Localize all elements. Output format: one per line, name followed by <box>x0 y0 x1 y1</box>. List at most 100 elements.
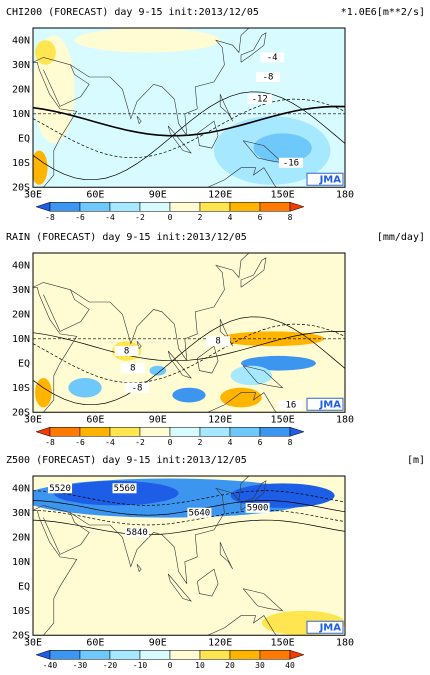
colorbar-label: 6 <box>258 438 263 447</box>
contour <box>33 105 345 137</box>
shade <box>74 28 221 53</box>
lon-label: 60E <box>86 637 104 648</box>
coastline <box>242 588 284 612</box>
colorbar-label: 4 <box>228 438 233 447</box>
logo-box <box>306 397 344 411</box>
panel-units: *1.0E6[m**2/s] <box>341 7 425 18</box>
colorbar-end <box>35 426 51 437</box>
contour-label: 16 <box>285 400 296 410</box>
colorbar-label: 8 <box>288 213 293 222</box>
contour <box>33 490 345 506</box>
colorbar-box <box>169 202 201 212</box>
colorbar-box <box>199 650 231 660</box>
coastline <box>43 289 90 332</box>
colorbar-label: 0 <box>168 438 173 447</box>
contour-label-bg <box>48 483 73 494</box>
lon-label: 60E <box>86 189 104 200</box>
lat-label: EQ <box>18 581 30 592</box>
lon-label: 150E <box>271 189 295 200</box>
colorbar-end <box>289 426 305 437</box>
map: 888-816 <box>33 253 345 413</box>
lon-label: 120E <box>208 189 232 200</box>
colorbar-label: -30 <box>73 661 88 670</box>
lon-label: 180 <box>336 189 354 200</box>
contour-label: 5520 <box>49 484 71 494</box>
colorbar-label: -2 <box>135 438 145 447</box>
lat-label: 20S <box>12 630 30 641</box>
lon-label: 30E <box>24 637 42 648</box>
shade <box>35 40 56 65</box>
contour-label-bg <box>256 72 281 82</box>
lat-label: 10S <box>12 606 30 617</box>
lon-label: 30E <box>24 189 42 200</box>
contour-label-bg <box>278 399 303 410</box>
coastline <box>136 564 142 573</box>
coastline <box>33 28 250 136</box>
contour-label: -4 <box>267 53 278 63</box>
coastline <box>240 32 267 63</box>
colorbar-label: -40 <box>43 661 58 670</box>
lat-label: 10S <box>12 383 30 394</box>
coastline <box>33 476 250 584</box>
lat-label: EQ <box>18 133 30 144</box>
lat-label: 30N <box>12 508 30 519</box>
coastline <box>43 64 90 107</box>
colorbar-label: 40 <box>285 661 295 670</box>
coastline <box>33 287 78 413</box>
coastline <box>207 615 277 636</box>
colorbar-label: 4 <box>228 213 233 222</box>
colorbar-box <box>199 202 231 212</box>
colorbar-label: -10 <box>133 661 148 670</box>
coastline <box>240 480 267 511</box>
coastline <box>207 392 277 413</box>
contour <box>33 509 345 526</box>
shade <box>68 377 102 398</box>
coastline <box>167 125 192 154</box>
map-frame <box>32 27 346 188</box>
lon-label: 150E <box>271 637 295 648</box>
colorbar-end <box>35 649 51 660</box>
lon-label: 90E <box>149 414 167 425</box>
map-frame <box>32 252 346 413</box>
colorbar-label: 8 <box>288 438 293 447</box>
logo: JMA <box>319 622 342 633</box>
colorbar-label: -2 <box>135 213 145 222</box>
colorbar-label: 2 <box>198 438 203 447</box>
contour-label-bg <box>112 483 137 494</box>
logo: JMA <box>319 399 342 410</box>
coastline <box>33 253 250 361</box>
lat-label: 40N <box>12 35 30 46</box>
colorbar-box <box>109 202 141 212</box>
colorbar-box <box>259 427 291 437</box>
colorbar-label: -4 <box>105 213 115 222</box>
panel-title: CHI200 (FORECAST) day 9-15 init:2013/12/… <box>6 7 259 18</box>
colorbar-box <box>229 427 261 437</box>
coastline <box>219 318 233 347</box>
contour-label: -16 <box>283 158 299 168</box>
colorbar-label: 20 <box>225 661 235 670</box>
colorbar-end <box>289 649 305 660</box>
shade <box>172 387 206 403</box>
colorbar-label: -6 <box>75 213 85 222</box>
contour-label: -12 <box>252 95 268 105</box>
shade <box>33 150 48 185</box>
shade <box>149 365 167 376</box>
contour-label-bg <box>260 52 285 63</box>
colorbar-label: 30 <box>255 661 265 670</box>
coastline <box>219 94 233 122</box>
panel-title: RAIN (FORECAST) day 9-15 init:2013/12/05 <box>6 232 247 243</box>
contour-label-bg <box>187 507 212 518</box>
colorbar-box <box>229 202 261 212</box>
logo: JMA <box>319 174 342 185</box>
contour-label-bg <box>247 94 272 105</box>
map: -4 -8 -12 -16 <box>33 28 345 188</box>
colorbar-box <box>169 427 201 437</box>
lat-label: 20N <box>12 309 30 320</box>
colorbar-box <box>49 650 81 660</box>
panel: Z500 (FORECAST) day 9-15 init:2013/12/05… <box>6 455 425 670</box>
coastline <box>207 167 277 188</box>
colorbar-box <box>139 202 171 212</box>
contour <box>33 323 345 384</box>
lat-label: 10N <box>12 334 30 345</box>
contour-label: 8 <box>130 364 135 374</box>
